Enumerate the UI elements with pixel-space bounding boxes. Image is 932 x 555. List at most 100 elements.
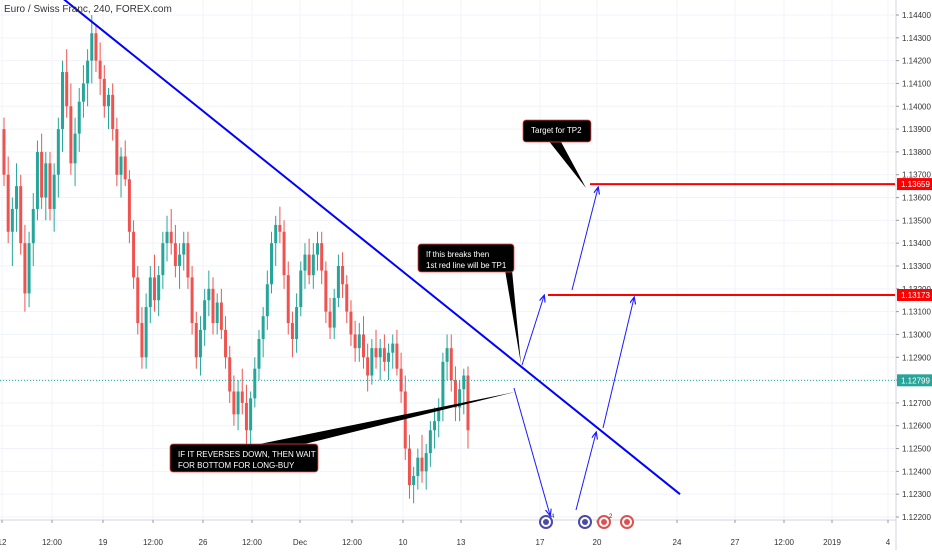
candle-body — [15, 186, 19, 209]
candle-body — [228, 357, 232, 392]
candle-body — [211, 288, 215, 324]
candle-body — [303, 254, 307, 271]
projection-arrow[interactable] — [521, 296, 544, 366]
projection-arrow[interactable] — [602, 298, 634, 429]
annotations: Target for TP2 If this breaks then 1st red… — [169, 119, 592, 473]
candle-body — [332, 297, 336, 328]
candle-body — [240, 391, 244, 403]
candle-body — [111, 94, 115, 130]
price-tick-label: 1.13700 — [902, 171, 931, 180]
candle-body — [194, 323, 198, 358]
price-tick-label: 1.13400 — [902, 239, 931, 248]
candle-body — [10, 208, 14, 232]
candle-body — [270, 243, 274, 285]
price-tick-label: 1.13500 — [902, 216, 931, 225]
candle-body — [198, 329, 202, 358]
overlays — [0, 0, 895, 515]
candle-body — [324, 270, 328, 312]
candle-body — [437, 407, 441, 422]
candle-body — [102, 78, 106, 107]
candle-body — [86, 60, 90, 84]
candle-body — [445, 348, 449, 362]
candle-body — [161, 243, 165, 276]
time-tick-label: 27 — [731, 538, 740, 547]
candle-body — [282, 231, 286, 276]
candle-body — [98, 60, 102, 79]
candle-body — [219, 302, 223, 330]
target-level-label: 1.13173 — [901, 291, 930, 300]
candle-body — [186, 243, 190, 278]
candle-body — [207, 288, 211, 301]
candle-body — [462, 375, 466, 390]
candle-body — [416, 457, 420, 476]
candle-body — [31, 208, 35, 244]
candle-body — [253, 368, 257, 399]
candle-body — [215, 302, 219, 324]
candle-body — [81, 83, 85, 102]
candle-body — [361, 334, 365, 358]
candle-body — [169, 231, 173, 244]
event-badge-dot — [543, 519, 549, 525]
time-tick-label: 17 — [536, 538, 545, 547]
candle-body — [140, 323, 144, 358]
price-tick-label: 1.12700 — [902, 399, 931, 408]
candle-body — [265, 284, 269, 317]
candle-body — [458, 389, 462, 408]
price-axis[interactable]: 1.14400 1.14300 1.14200 1.14100 1.14000 1.139… — [895, 0, 932, 550]
candle-body — [73, 133, 77, 164]
chart-title: Euro / Swiss Franc, 240, FOREX.com — [4, 4, 172, 15]
candle-body — [94, 33, 98, 61]
candle-body — [453, 380, 457, 408]
descending-trendline[interactable] — [55, 0, 681, 495]
candle-body — [290, 323, 294, 340]
projection-arrow[interactable] — [571, 188, 598, 291]
price-tick-label: 1.12900 — [902, 353, 931, 362]
candle-body — [127, 179, 131, 232]
candle-body — [357, 334, 361, 349]
candle-body — [27, 243, 31, 294]
candle-body — [56, 129, 60, 175]
note-breakout-tp1-text: If this breaks then — [426, 250, 489, 259]
time-tick-label: 26 — [199, 538, 208, 547]
price-tick-label: 1.14200 — [902, 57, 931, 66]
price-tick-label: 1.13300 — [902, 262, 931, 271]
projection-arrow[interactable] — [575, 433, 596, 511]
callout-pointer — [548, 140, 586, 188]
note-target-tp2-box — [522, 119, 592, 143]
event-badge-count: 2 — [609, 514, 613, 520]
event-badge-count: 4 — [551, 514, 555, 520]
note-reversal-text: FOR BOTTOM FOR LONG-BUY — [178, 461, 295, 470]
time-tick-label: 10 — [399, 538, 408, 547]
candle-body — [320, 243, 324, 271]
candle-body — [366, 357, 370, 376]
current-price-tag — [897, 374, 932, 387]
candle-body — [412, 475, 416, 486]
candle-body — [278, 224, 282, 232]
candle-body — [316, 243, 319, 255]
candle-body — [40, 151, 44, 198]
candle-body — [52, 174, 56, 209]
candle-body — [420, 457, 424, 472]
candle-body — [132, 231, 136, 278]
price-tick-label: 1.12500 — [902, 445, 931, 454]
candle-body — [382, 348, 386, 362]
time-tick-label: 4 — [886, 538, 891, 547]
candle-body — [249, 398, 253, 431]
candle-body — [107, 94, 110, 107]
candle-body — [387, 352, 391, 362]
candle-body — [374, 348, 378, 358]
candle-body — [433, 421, 437, 431]
time-tick-label: 20 — [593, 538, 602, 547]
note-breakout-tp1-box — [417, 243, 515, 273]
candle-body — [136, 277, 140, 324]
price-tick-label: 1.13800 — [902, 148, 931, 157]
price-tick-label: 1.13000 — [902, 330, 931, 339]
projection-arrow[interactable] — [513, 387, 550, 515]
candle-body — [378, 348, 382, 358]
candle-body — [274, 224, 278, 244]
candle-body — [424, 453, 428, 472]
time-axis[interactable]: 1212:001912:002612:00Dec12:0010131720242… — [0, 514, 896, 547]
current-price-label: 1.12799 — [901, 376, 930, 385]
